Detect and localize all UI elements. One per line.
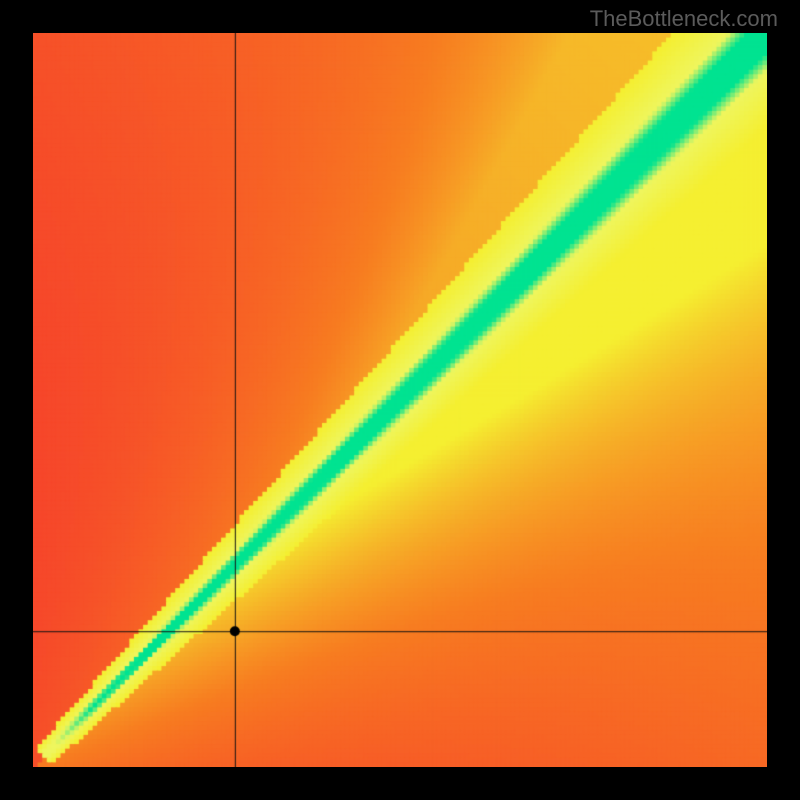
heatmap-plot	[33, 33, 767, 767]
heatmap-canvas	[33, 33, 767, 767]
watermark-text: TheBottleneck.com	[590, 6, 778, 32]
chart-container: TheBottleneck.com	[0, 0, 800, 800]
